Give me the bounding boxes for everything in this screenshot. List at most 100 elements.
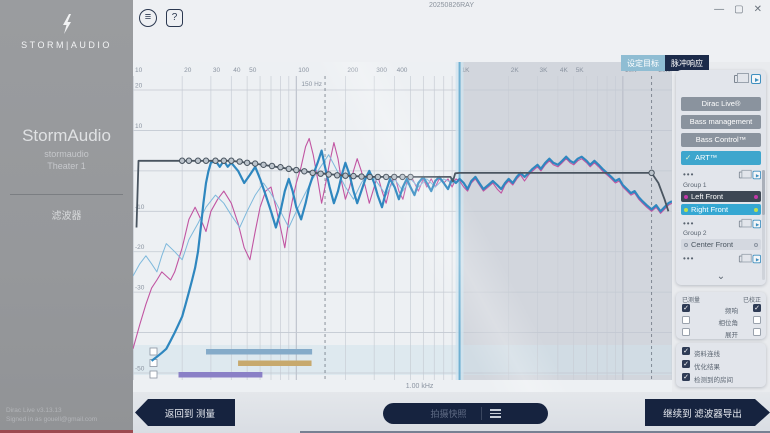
group-layers-icon[interactable] xyxy=(738,169,752,179)
lightning-bolt-icon xyxy=(62,14,71,34)
svg-text:300: 300 xyxy=(376,67,387,74)
svg-text:400: 400 xyxy=(397,67,408,74)
svg-text:40: 40 xyxy=(233,67,241,74)
maximize-button[interactable]: ▢ xyxy=(734,4,744,15)
row-label: 优化结果 xyxy=(694,364,720,371)
module-label: ART™ xyxy=(695,153,718,162)
channel-label: Center Front xyxy=(691,240,734,249)
product-title: StormAudio xyxy=(22,126,111,145)
row-label: 展开 xyxy=(725,332,738,339)
curve-legend-panel: 已测量 已校正 ✓ 频响 ✓ 相位角 展开 xyxy=(676,292,766,339)
svg-text:1.00 kHz: 1.00 kHz xyxy=(406,383,434,390)
sidebar-item-filter[interactable]: 滤波器 xyxy=(51,211,82,222)
optimized-result-checkbox[interactable]: ✓ xyxy=(682,360,690,368)
module-art[interactable]: ✓ ART™ xyxy=(681,151,761,165)
corrected-magnitude-checkbox[interactable]: ✓ xyxy=(753,304,761,312)
row-label: 资料连线 xyxy=(694,351,720,358)
svg-text:-20: -20 xyxy=(135,244,145,251)
channel-right-front[interactable]: Right Front xyxy=(681,204,761,215)
module-bass-control[interactable]: Bass Control™ xyxy=(681,133,761,147)
filter-design-subtabs: 设定目标 脉冲响应 xyxy=(621,55,709,71)
corrected-header: 已校正 xyxy=(742,298,761,304)
layers-icon[interactable] xyxy=(734,73,749,83)
close-button[interactable]: ✕ xyxy=(753,4,762,15)
svg-text:1K: 1K xyxy=(462,67,471,74)
row-label: 相位角 xyxy=(718,320,739,327)
channel-color-dot xyxy=(684,194,688,199)
footer-bar: 返回到 测量 拍摄快照 继续到 滤波器导出 xyxy=(133,392,770,433)
chevron-down-icon[interactable]: ⌄ xyxy=(716,271,726,282)
channel-color-dot xyxy=(754,194,758,199)
group1-more-button[interactable]: ••• xyxy=(683,170,695,179)
svg-text:20: 20 xyxy=(135,83,143,90)
target-mode-icon[interactable] xyxy=(751,74,761,84)
svg-text:-50: -50 xyxy=(135,366,145,373)
sidebar: STORM|AUDIO StormAudio stormaudio Theate… xyxy=(0,0,133,433)
theater-name: Theater 1 xyxy=(47,161,86,171)
brand-logo: STORM|AUDIO xyxy=(0,14,133,50)
channel-center-front[interactable]: Center Front xyxy=(681,239,761,250)
device-name: stormaudio xyxy=(44,149,89,159)
corrected-phase-checkbox[interactable] xyxy=(753,316,761,324)
module-bass-management[interactable]: Bass management xyxy=(681,115,761,129)
channel-left-front[interactable]: Left Front xyxy=(681,191,761,202)
svg-text:2K: 2K xyxy=(511,67,520,74)
svg-text:20: 20 xyxy=(184,67,192,74)
detected-room-checkbox[interactable]: ✓ xyxy=(682,373,690,381)
measured-magnitude-checkbox[interactable]: ✓ xyxy=(682,304,690,312)
target-curve-checkbox[interactable]: ✓ xyxy=(682,347,690,355)
group-layers-icon[interactable] xyxy=(738,218,752,228)
snapshot-list-icon xyxy=(489,409,501,418)
channel-color-dot xyxy=(684,242,688,247)
svg-text:150 Hz: 150 Hz xyxy=(301,81,322,88)
snapshot-label: 拍摄快照 xyxy=(430,409,467,419)
brand-name: STORM|AUDIO xyxy=(21,40,112,50)
group-target-icon[interactable] xyxy=(752,254,761,264)
sidebar-divider xyxy=(10,194,123,195)
continue-to-export-button[interactable]: 继续到 滤波器导出 xyxy=(645,399,770,426)
measured-unwrap-checkbox[interactable] xyxy=(682,328,690,336)
divider xyxy=(480,407,482,420)
bottom-edge xyxy=(300,431,770,433)
frequency-response-chart[interactable]: 20 10 -10 -20 -30 -50 10 20 30 40 50 100 200 300 400 1K… xyxy=(132,62,673,392)
bottom-red-edge xyxy=(0,430,133,433)
group-target-icon[interactable] xyxy=(752,170,761,180)
minimize-button[interactable]: — xyxy=(714,4,725,15)
group-layers-icon[interactable] xyxy=(738,253,752,263)
panel-scrollbar[interactable] xyxy=(762,170,765,280)
corrected-unwrap-checkbox[interactable] xyxy=(753,328,761,336)
measured-phase-checkbox[interactable] xyxy=(682,316,690,324)
svg-text:-30: -30 xyxy=(135,285,145,292)
svg-text:200: 200 xyxy=(347,67,358,74)
svg-text:4K: 4K xyxy=(560,67,569,74)
help-button[interactable]: ? xyxy=(166,9,183,27)
measured-header: 已测量 xyxy=(682,298,701,304)
signed-in-account: Signed in as gouell@gmail.com xyxy=(6,416,98,424)
hamburger-menu-button[interactable]: ≡ xyxy=(139,9,157,27)
channel-panel: Dirac Live® Bass management Bass Control… xyxy=(676,70,766,285)
module-dirac-live[interactable]: Dirac Live® xyxy=(681,97,761,111)
group2-name: Group 2 xyxy=(683,230,707,237)
group2-more-button[interactable]: ••• xyxy=(683,219,695,228)
svg-text:10: 10 xyxy=(135,67,143,74)
back-to-measure-button[interactable]: 返回到 测量 xyxy=(135,399,235,426)
display-options-panel: ✓ 资料连线 ✓ 优化结果 ✓ 检测到的房间 xyxy=(676,343,766,387)
group-target-icon[interactable] xyxy=(752,219,761,229)
app-version: Dirac Live v3.13.13 xyxy=(6,406,62,414)
svg-text:5K: 5K xyxy=(576,67,585,74)
check-icon: ✓ xyxy=(685,153,692,162)
svg-text:3K: 3K xyxy=(539,67,548,74)
chart-area: 20 10 -10 -20 -30 -50 10 20 30 40 50 100 200 300 400 1K… xyxy=(132,62,673,392)
row-label: 检测到的房间 xyxy=(694,377,733,384)
channel-label: Left Front xyxy=(691,192,724,201)
top-bar: 20250826RAY — ▢ ✕ ≡ ? xyxy=(133,0,770,62)
tab-set-target[interactable]: 设定目标 xyxy=(621,55,665,71)
take-snapshot-button[interactable]: 拍摄快照 xyxy=(383,403,548,424)
group3-more-button[interactable]: ••• xyxy=(683,254,695,263)
channel-color-dot xyxy=(754,207,758,212)
svg-text:50: 50 xyxy=(249,67,257,74)
tab-impulse-response[interactable]: 脉冲响应 xyxy=(665,55,709,71)
version-info: Dirac Live v3.13.13 Signed in as gouell@… xyxy=(6,406,97,426)
project-title: 20250826RAY xyxy=(428,2,475,9)
